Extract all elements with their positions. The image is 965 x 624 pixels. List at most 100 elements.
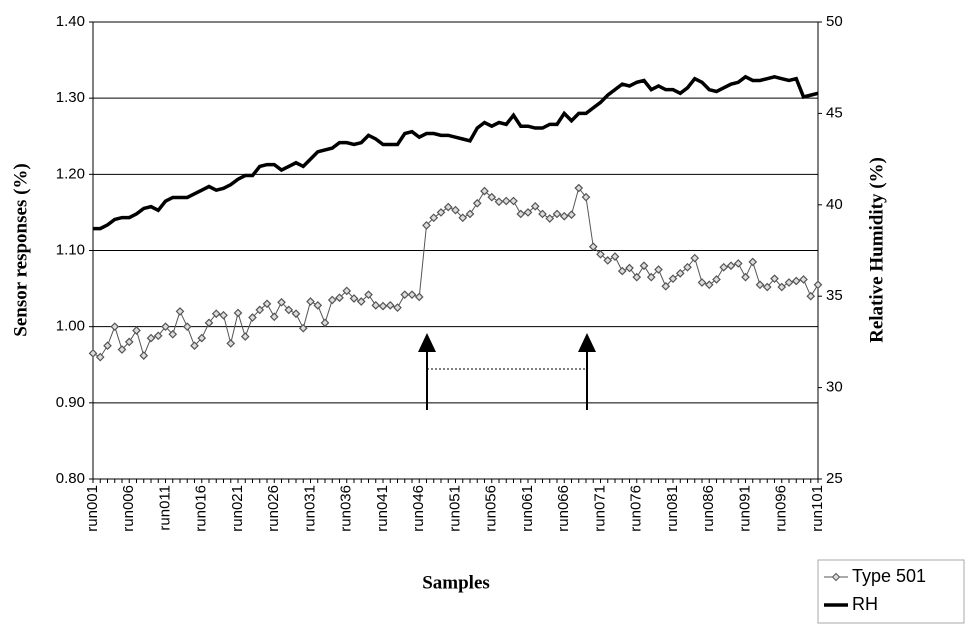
marker — [683, 262, 692, 272]
marker — [378, 301, 388, 311]
marker — [277, 297, 286, 307]
x-tick-label: run026 — [265, 485, 282, 532]
legend — [817, 559, 965, 624]
marker — [646, 272, 656, 282]
marker — [704, 280, 714, 290]
x-axis-title: Samples — [422, 572, 490, 593]
marker — [552, 209, 562, 219]
marker — [313, 300, 323, 310]
marker — [132, 326, 141, 335]
marker — [335, 293, 344, 303]
marker — [168, 329, 178, 339]
marker — [675, 269, 685, 278]
marker — [161, 322, 170, 332]
legend-marker — [831, 572, 841, 582]
marker — [364, 290, 373, 300]
marker — [501, 196, 511, 206]
x-tick-label: run096 — [773, 485, 790, 532]
marker — [480, 186, 489, 196]
x-tick-label: run016 — [193, 485, 210, 532]
y-tick-label: 1.00 — [56, 318, 85, 335]
marker — [712, 275, 721, 284]
y-tick-label: 0.80 — [56, 470, 85, 487]
y2-tick-label: 30 — [826, 379, 843, 396]
marker — [95, 352, 105, 362]
marker — [762, 282, 772, 292]
y-tick-label: 1.40 — [56, 13, 85, 30]
marker — [530, 201, 540, 211]
x-tick-label: run076 — [628, 485, 645, 532]
marker — [516, 209, 526, 219]
x-tick-label: run101 — [809, 485, 826, 532]
marker — [770, 274, 779, 284]
marker — [719, 262, 729, 272]
x-tick-label: run061 — [519, 485, 536, 532]
marker — [632, 272, 642, 282]
marker — [523, 208, 533, 217]
marker — [661, 281, 671, 291]
marker — [741, 272, 750, 282]
marker — [190, 341, 199, 351]
marker — [494, 197, 504, 207]
x-tick-label: run086 — [700, 485, 717, 532]
x-tick-label: run046 — [410, 485, 427, 532]
x-tick-label: run071 — [591, 485, 608, 532]
marker — [103, 341, 112, 351]
marker — [139, 351, 149, 360]
marker — [458, 213, 468, 223]
marker — [400, 290, 410, 300]
marker — [654, 265, 663, 274]
marker — [690, 253, 700, 263]
x-tick-label: run006 — [120, 485, 137, 532]
marker — [610, 252, 620, 261]
marker — [117, 345, 127, 354]
legend-label: RH — [852, 594, 878, 614]
marker — [342, 286, 352, 296]
marker — [813, 280, 823, 290]
marker — [588, 242, 598, 252]
marker — [248, 313, 257, 322]
marker — [777, 282, 787, 292]
marker — [153, 331, 163, 341]
marker — [625, 263, 634, 273]
marker — [233, 308, 243, 318]
y-tick-label: 1.20 — [56, 165, 85, 182]
marker — [784, 278, 794, 287]
line — [93, 74, 819, 231]
marker — [538, 209, 547, 219]
x-tick-label: run041 — [374, 485, 391, 532]
marker — [509, 196, 518, 206]
marker — [219, 310, 228, 320]
marker — [393, 303, 402, 312]
marker — [291, 309, 301, 319]
marker — [371, 300, 381, 310]
y-axis-title: Sensor responses (%) — [10, 163, 31, 336]
marker — [581, 192, 591, 202]
x-tick-label: run031 — [301, 485, 318, 532]
marker — [617, 266, 627, 276]
marker — [545, 214, 555, 223]
marker — [567, 210, 576, 220]
marker — [385, 300, 395, 310]
marker — [146, 333, 156, 343]
x-tick-label: run066 — [555, 485, 572, 532]
y2-tick-label: 50 — [826, 13, 843, 30]
x-tick-label: run081 — [664, 485, 681, 532]
marker — [755, 280, 765, 290]
marker — [596, 249, 605, 259]
marker — [349, 294, 359, 303]
marker — [88, 348, 98, 358]
marker — [436, 208, 446, 217]
marker — [472, 198, 482, 208]
marker — [255, 305, 265, 315]
marker — [262, 299, 272, 309]
x-tick-label: run056 — [483, 485, 500, 532]
marker — [124, 337, 134, 347]
marker — [306, 297, 315, 306]
x-tick-label: run051 — [446, 485, 463, 532]
marker — [211, 309, 221, 319]
y-tick-label: 0.90 — [56, 394, 85, 411]
marker — [182, 322, 192, 332]
x-tick-label: run036 — [338, 485, 355, 532]
marker — [327, 295, 337, 305]
